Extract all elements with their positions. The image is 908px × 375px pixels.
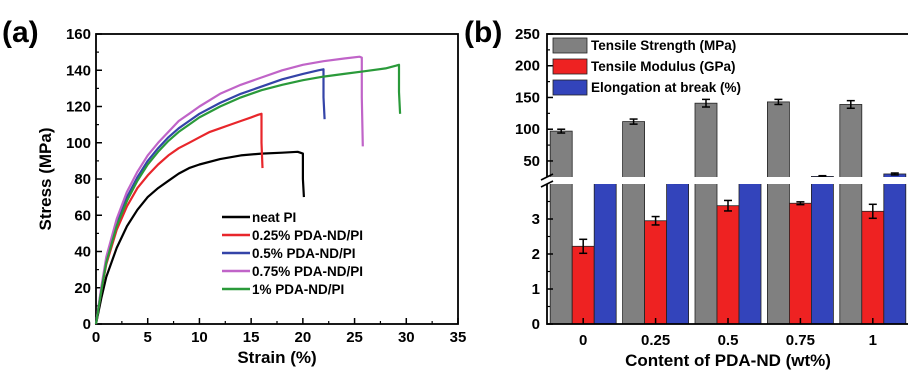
legend-a-label: 0.75% PDA-ND/PI [252,264,363,279]
legend-b-label: Tensile Modulus (GPa) [591,59,736,74]
axis-break-gap [547,177,908,184]
x-tick-label-b: 0.5 [718,332,739,349]
series-a-lines [94,55,402,325]
y-tick-label-b-lower: 0 [532,316,540,333]
bar [549,130,573,325]
bar [571,245,595,325]
y-tick-label-a: 20 [74,280,91,297]
axis-break-cover [540,177,554,184]
bar [644,220,667,325]
x-tick-label-a: 5 [144,329,152,346]
y-tick-label-b-lower: 1 [532,281,540,298]
legend-b: Tensile Strength (MPa) Tensile Modulus (G… [552,37,741,96]
axis-a-ticks: 0 5 10 15 20 25 30 35 0 20 40 60 80 100 120 140 160 [66,26,466,346]
legend-b-swatch [552,79,588,96]
legend-a-label: neat PI [252,210,296,225]
axis-break-marks [540,173,554,188]
y-tick-label-a: 0 [83,316,91,333]
x-tick-label-a: 0 [92,329,100,346]
y-tick-label-b-upper: 150 [515,89,540,106]
legend-b-swatch [552,58,588,75]
y-tick-label-b-upper: 250 [515,26,540,43]
y-tick-label-a: 120 [66,99,91,116]
x-tick-label-a: 10 [191,329,208,346]
legend-b-label: Elongation at break (%) [591,80,741,95]
bar [593,179,617,325]
x-tick-label-b: 0 [579,332,587,349]
legend-b-swatch [552,37,588,54]
legend-a-label: 1% PDA-ND/PI [252,282,344,297]
x-tick-label-a: 15 [243,329,260,346]
series-line [94,55,364,325]
y-tick-label-a: 40 [74,244,91,261]
x-tick-label-a: 20 [295,329,312,346]
bar [883,173,907,325]
bar [811,176,834,325]
bar [861,210,885,325]
legend-b-label: Tensile Strength (MPa) [591,38,736,53]
bar [666,182,689,325]
legend-a-label: 0.25% PDA-ND/PI [252,228,363,243]
y-tick-label-a: 60 [74,207,91,224]
y-tick-label-b-lower: 3 [532,211,540,228]
legend-a: neat PI 0.25% PDA-ND/PI 0.5% PDA-ND/PI 0.75… [222,210,363,297]
series-line [94,112,264,325]
bar [738,180,762,325]
series-b-bars [549,101,907,325]
x-tick-label-b: 0.25 [641,332,670,349]
bar [694,102,718,325]
x-tick-label-a: 25 [346,329,363,346]
y-tick-label-b-upper: 200 [515,58,540,75]
x-tick-label-a: 35 [450,329,467,346]
y-tick-label-a: 80 [74,171,91,188]
y-axis-a-title: Stress (MPa) [36,128,55,231]
y-tick-label-b-upper: 100 [515,121,540,138]
panel-a-line-chart: (a) 0 5 10 15 20 25 30 35020406080100120140160 … [2,16,466,367]
x-axis-b-title: Content of PDA-ND (wt%) [625,351,831,370]
series-line [94,63,402,325]
y-tick-label-b-lower: 2 [532,246,540,263]
bar [839,104,863,325]
series-line [94,150,305,325]
bar [622,121,645,325]
x-tick-label-b: 1 [869,332,877,349]
legend-a-label: 0.5% PDA-ND/PI [252,246,356,261]
x-tick-label-a: 30 [398,329,415,346]
bar [767,101,790,325]
y-tick-label-a: 100 [66,135,91,152]
series-line [94,68,326,325]
bar [716,205,740,325]
y-tick-label-b-upper: 50 [523,153,540,170]
x-tick-label-b: 0.75 [786,332,815,349]
y-tick-label-a: 160 [66,26,91,43]
plot-a-frame [95,33,459,325]
y-tick-label-a: 140 [66,62,91,79]
panel-b-label: (b) [464,16,502,49]
panel-a-label: (a) [2,16,39,49]
x-axis-a-title: Strain (%) [237,348,316,367]
bar [789,202,812,325]
